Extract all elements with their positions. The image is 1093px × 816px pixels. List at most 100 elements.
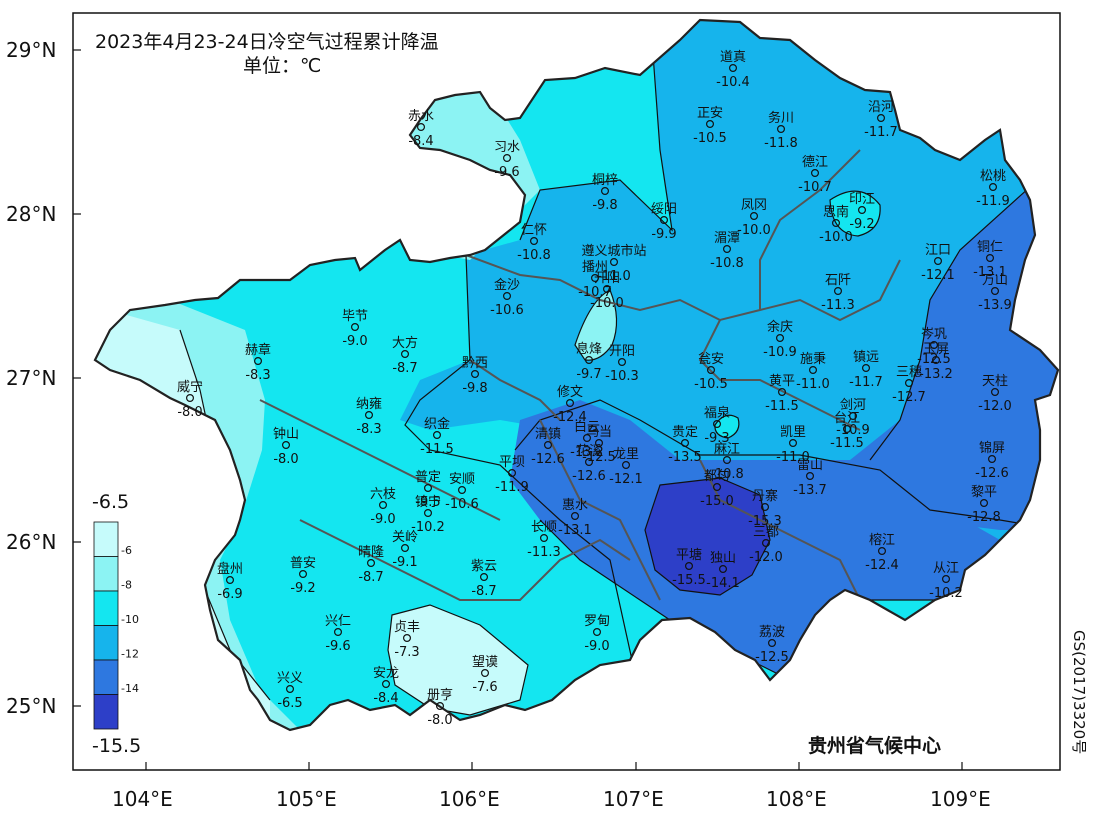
station-name: 印江 bbox=[849, 192, 875, 207]
station-value: -12.8 bbox=[967, 510, 1001, 525]
station-name: 罗甸 bbox=[584, 614, 610, 629]
station-value: -8.3 bbox=[245, 368, 270, 383]
station-name: 瓮安 bbox=[698, 352, 724, 367]
station-value: -10.5 bbox=[693, 131, 727, 146]
station-name: 丹寨 bbox=[752, 488, 778, 504]
station-value: -10.2 bbox=[929, 586, 963, 601]
station-name: 安顺 bbox=[449, 472, 475, 487]
station-value: -10.4 bbox=[716, 75, 750, 90]
station-name: 仁怀 bbox=[521, 223, 547, 238]
station-value: -13.5 bbox=[668, 450, 702, 465]
station-value: -8.0 bbox=[273, 452, 298, 467]
station-name: 锦屏 bbox=[979, 441, 1005, 456]
legend-min-label: -15.5 bbox=[92, 735, 141, 757]
station-value: -10.8 bbox=[710, 256, 744, 271]
station-name: 息烽 bbox=[576, 341, 602, 357]
station-value: -9.6 bbox=[325, 639, 350, 654]
station-value: -6.9 bbox=[217, 587, 242, 602]
station-name: 独山 bbox=[710, 551, 736, 566]
map-title: 2023年4月23-24日冷空气过程累计降温 bbox=[95, 31, 439, 53]
station-value: -10.0 bbox=[590, 296, 624, 311]
station-value: -10.9 bbox=[763, 345, 797, 360]
station-name: 三都 bbox=[753, 525, 779, 540]
credit-text: 贵州省气候中心 bbox=[808, 734, 941, 757]
station-name: 惠水 bbox=[562, 498, 588, 513]
station-value: -12.1 bbox=[921, 268, 955, 283]
station-value: -11.9 bbox=[976, 194, 1010, 209]
latitude-labels: 29°N 28°N 27°N 26°N 25°N bbox=[6, 38, 56, 718]
station-name: 麻江 bbox=[714, 442, 740, 457]
station-name: 天柱 bbox=[982, 374, 1008, 389]
station-value: -12.6 bbox=[531, 452, 565, 467]
station-name: 普定 bbox=[415, 470, 441, 485]
station-value: -11.5 bbox=[830, 436, 864, 451]
station-name: 三穗 bbox=[896, 365, 922, 380]
station-value: -12.0 bbox=[978, 399, 1012, 414]
station-value: -11.7 bbox=[864, 125, 898, 140]
station-value: -8.7 bbox=[358, 570, 383, 585]
station-name: 黔西 bbox=[462, 356, 488, 371]
station-name: 思南 bbox=[823, 204, 849, 220]
station-name: 镇远 bbox=[853, 350, 879, 365]
legend-tick-label: -10 bbox=[121, 613, 139, 626]
legend-band bbox=[94, 557, 118, 592]
station-name: 大方 bbox=[392, 335, 418, 351]
legend-band bbox=[94, 660, 118, 695]
station-name: 余庆 bbox=[767, 319, 793, 335]
station-value: -10.3 bbox=[605, 369, 639, 384]
station-name: 都匀 bbox=[704, 469, 730, 484]
station-name: 遵义城市站 bbox=[581, 243, 646, 259]
legend-band bbox=[94, 522, 118, 557]
longitude-labels: 104°E 105°E 106°E 107°E 108°E 109°E bbox=[112, 787, 991, 811]
station-name: 赤水 bbox=[408, 109, 434, 124]
station-name: 湄潭 bbox=[714, 231, 740, 246]
station-value: -11.3 bbox=[527, 545, 561, 560]
station-value: -10.9 bbox=[836, 423, 870, 438]
station-name: 赫章 bbox=[245, 342, 271, 358]
station-value: -8.4 bbox=[408, 134, 433, 149]
station-name: 六枝 bbox=[370, 487, 396, 502]
station-value: -8.4 bbox=[373, 691, 398, 706]
station-name: 普安 bbox=[290, 556, 316, 571]
station-name: 兴仁 bbox=[325, 614, 351, 629]
legend-tick-label: -12 bbox=[121, 648, 139, 661]
station-name: 雷山 bbox=[797, 458, 823, 473]
station-value: -9.2 bbox=[290, 581, 315, 596]
station-value: -10.0 bbox=[819, 230, 853, 245]
station-name: 松桃 bbox=[980, 169, 1006, 184]
station-value: -9.7 bbox=[576, 367, 601, 382]
station-value: -10.8 bbox=[517, 248, 551, 263]
station-name: 务川 bbox=[768, 110, 794, 126]
station-value: -9.8 bbox=[462, 381, 487, 396]
station-value: -9.0 bbox=[584, 639, 609, 654]
station-value: -9.2 bbox=[849, 217, 874, 232]
station-name: 镇宁 bbox=[415, 494, 441, 510]
station-value: -13.7 bbox=[793, 483, 827, 498]
lat-label-25: 25°N bbox=[6, 694, 56, 718]
station-value: -8.7 bbox=[392, 361, 417, 376]
station-value: -10.5 bbox=[694, 377, 728, 392]
station-name: 石阡 bbox=[825, 273, 851, 288]
station-value: -11.7 bbox=[849, 375, 883, 390]
station-name: 贞丰 bbox=[394, 620, 420, 635]
station-value: -11.5 bbox=[420, 442, 454, 457]
lon-label-107: 107°E bbox=[603, 787, 664, 811]
station-value: -9.0 bbox=[342, 334, 367, 349]
station-name: 施秉 bbox=[800, 351, 826, 367]
station-name: 铜仁 bbox=[977, 240, 1003, 255]
lon-label-108: 108°E bbox=[766, 787, 827, 811]
station-value: -11.5 bbox=[765, 399, 799, 414]
station-value: -11.8 bbox=[764, 136, 798, 151]
station-name: 习水 bbox=[494, 140, 520, 155]
station-name: 长顺 bbox=[531, 520, 557, 535]
station-name: 剑河 bbox=[840, 397, 866, 413]
station-name: 榕江 bbox=[869, 533, 895, 548]
station-name: 紫云 bbox=[471, 559, 497, 574]
station-name: 钟山 bbox=[273, 426, 299, 442]
station-value: -6.5 bbox=[277, 696, 302, 711]
station-value: -15.0 bbox=[700, 494, 734, 509]
station-value: -9.6 bbox=[494, 165, 519, 180]
station-name: 江口 bbox=[925, 243, 951, 258]
station-value: -8.3 bbox=[356, 422, 381, 437]
station-value: -12.5 bbox=[755, 650, 789, 665]
